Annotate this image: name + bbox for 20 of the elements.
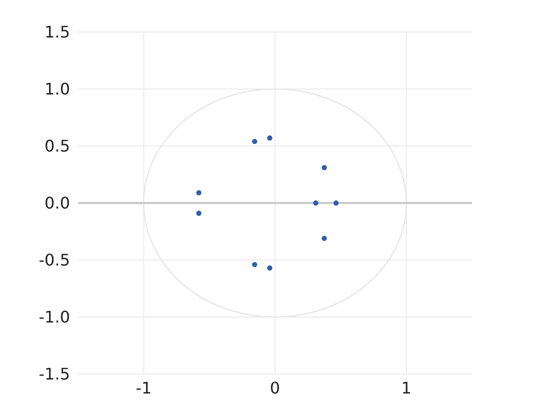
y-tick-label: -1.5: [38, 364, 70, 384]
point: [196, 190, 202, 196]
y-tick-label: 1.0: [44, 80, 70, 99]
point: [313, 200, 318, 206]
x-tick-label: 0: [270, 378, 280, 398]
point: [267, 265, 272, 271]
x-tick-label: 1: [401, 378, 412, 398]
y-tick-label: 1.5: [44, 22, 70, 42]
y-tick-label: -1.0: [38, 308, 70, 327]
point: [252, 138, 258, 144]
point: [267, 135, 272, 141]
point: [333, 200, 339, 206]
y-tick-label: 0.0: [44, 194, 70, 213]
y-tick-label: 0.5: [44, 136, 70, 156]
y-tick-label: -0.5: [38, 250, 70, 270]
point: [196, 210, 202, 216]
x-tick-label: -1: [136, 378, 152, 398]
point: [322, 165, 327, 170]
point: [322, 236, 327, 241]
point: [252, 262, 258, 268]
